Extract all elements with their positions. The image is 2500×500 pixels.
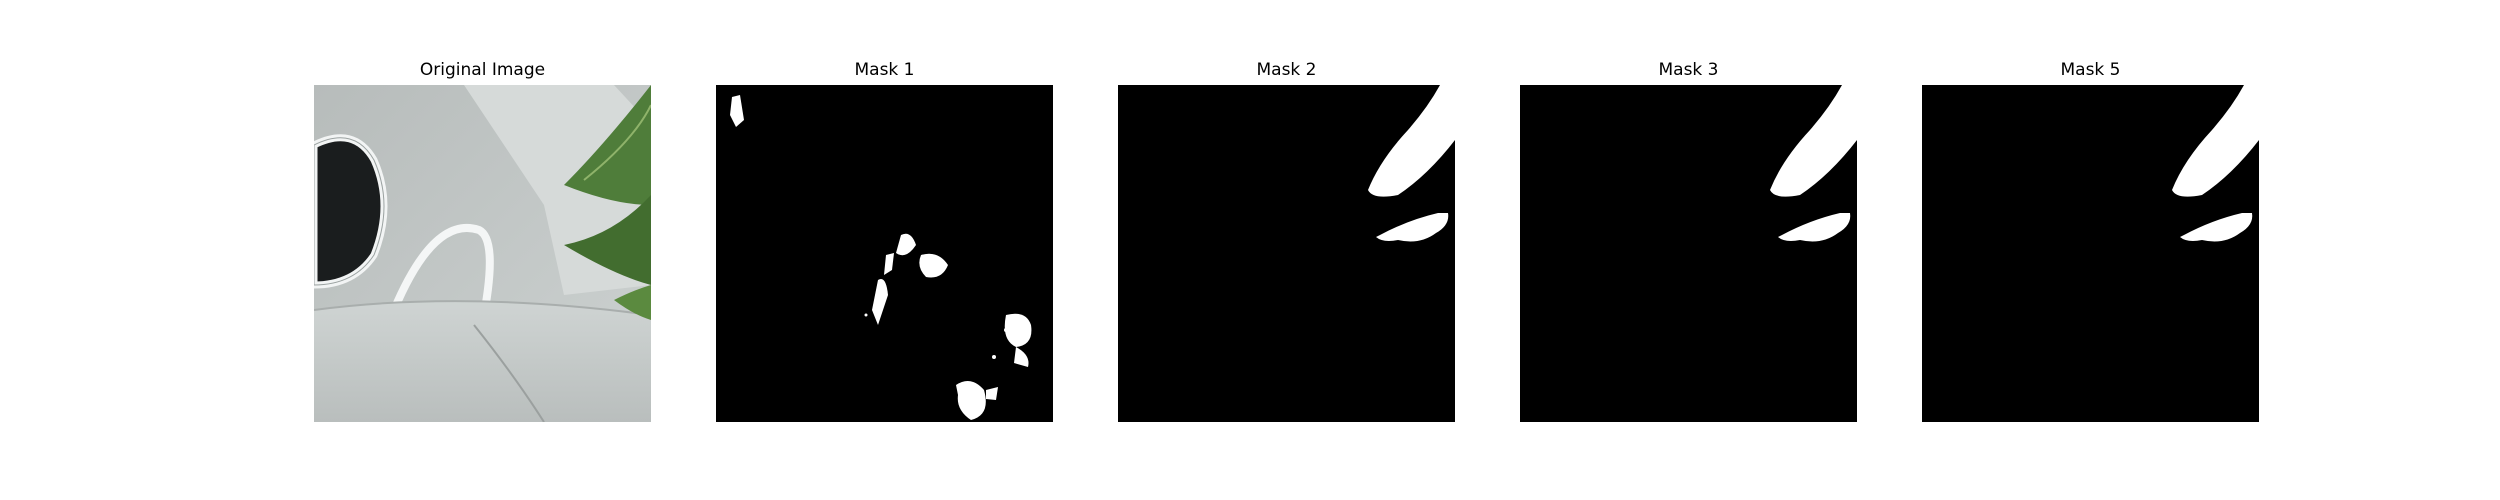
panel-mask-3: Mask 3 [1520, 60, 1857, 422]
mask-2-image [1118, 85, 1455, 422]
panel-mask-1: Mask 1 [716, 60, 1053, 422]
panel-title: Mask 2 [1256, 60, 1317, 80]
panel-title: Mask 1 [854, 60, 915, 80]
original-image [314, 85, 651, 422]
mask-5-image [1922, 85, 2259, 422]
mask-3-image [1520, 85, 1857, 422]
panel-title: Mask 3 [1658, 60, 1719, 80]
panel-title: Mask 5 [2060, 60, 2121, 80]
panel-mask-2: Mask 2 [1118, 60, 1455, 422]
panel-title: Original Image [419, 60, 546, 80]
mask-1-image [716, 85, 1053, 422]
panel-mask-5: Mask 5 [1922, 60, 2259, 422]
panel-original-image: Original Image [314, 60, 651, 422]
